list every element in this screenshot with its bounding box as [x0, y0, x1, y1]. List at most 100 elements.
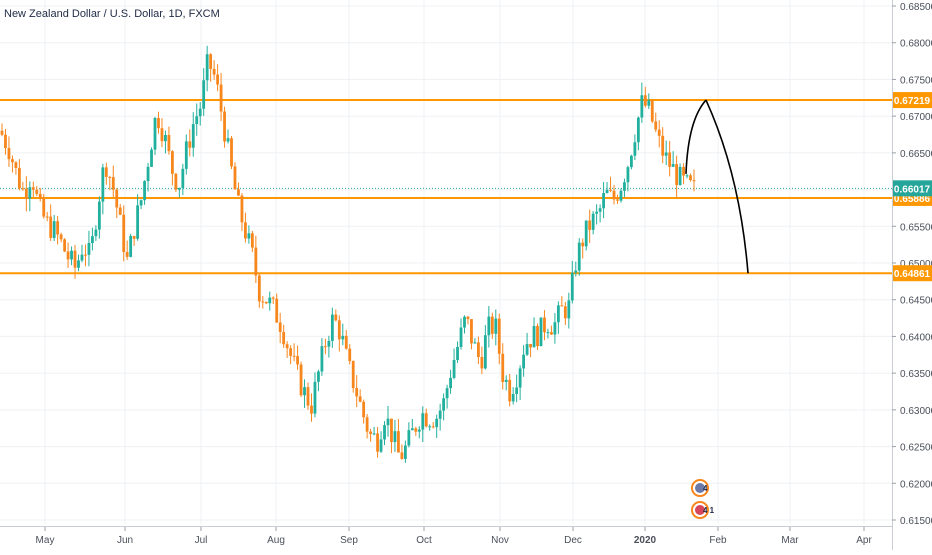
candle-body	[310, 405, 313, 414]
candles	[0, 45, 696, 463]
candle-body	[233, 166, 237, 190]
candle-body	[581, 242, 585, 247]
candle-body	[334, 314, 338, 321]
candle-body	[386, 418, 390, 426]
event-badges[interactable]: 4 4 1	[691, 479, 715, 519]
candle-body	[508, 379, 512, 402]
candle-body	[397, 431, 400, 453]
candle-body	[0, 130, 4, 135]
candle-body	[470, 319, 473, 344]
candle-body	[275, 298, 279, 323]
candle-body	[84, 254, 87, 256]
candle-body	[337, 320, 341, 340]
candle-body	[226, 138, 230, 142]
candle-body	[205, 54, 209, 81]
time-axis: May Jun Jul Aug Sep Oct Nov Dec 2020 Feb Mar Apr	[36, 527, 872, 546]
candle-body	[664, 152, 668, 156]
candle-body	[299, 364, 303, 396]
candle-body	[671, 164, 675, 167]
time-tick-label: 2020	[634, 535, 657, 546]
candle-body	[303, 387, 306, 396]
candle-body	[626, 167, 630, 183]
candle-body	[223, 111, 226, 142]
candle-body	[393, 431, 397, 443]
candle-body	[466, 316, 470, 320]
candle-body	[605, 189, 609, 194]
candle-body	[247, 233, 251, 239]
candle-body	[574, 270, 578, 273]
candle-body	[348, 348, 352, 362]
candle-body	[616, 199, 619, 201]
candle-body	[80, 254, 84, 261]
candle-body	[369, 431, 373, 435]
candle-body	[525, 344, 529, 355]
candle-body	[623, 182, 626, 191]
candle-body	[323, 346, 327, 348]
candle-body	[463, 316, 466, 328]
candle-body	[362, 401, 366, 418]
candle-body	[487, 316, 491, 336]
time-tick-label: Apr	[856, 535, 872, 546]
candle-body	[449, 377, 452, 389]
candle-body	[417, 429, 421, 432]
candle-body	[292, 355, 296, 357]
candle-body	[556, 305, 560, 323]
support-resistance-levels	[0, 99, 892, 275]
time-tick-label: Oct	[416, 535, 432, 546]
candle-body	[240, 195, 244, 223]
candle-body	[473, 342, 477, 344]
candle-body	[77, 260, 80, 268]
event-badge-label: 4 1	[703, 506, 715, 515]
candle-body	[111, 177, 115, 190]
candle-body	[383, 425, 386, 440]
candle-body	[428, 426, 432, 428]
candle-body	[7, 148, 11, 160]
candle-body	[640, 95, 644, 118]
candle-body	[21, 188, 25, 190]
candle-body	[104, 167, 108, 177]
candle-body	[612, 190, 616, 200]
candle-body	[24, 188, 28, 199]
candle-body	[452, 360, 456, 378]
chart-title: New Zealand Dollar / U.S. Dollar, 1D, FX…	[4, 8, 220, 20]
candle-body	[125, 252, 129, 257]
candle-body	[216, 74, 219, 85]
candle-body	[268, 297, 272, 304]
candle-body	[261, 301, 265, 303]
candle-body	[230, 138, 233, 167]
candle-body	[567, 300, 571, 319]
candle-body	[675, 164, 679, 185]
candle-body	[153, 118, 157, 150]
candle-body	[494, 318, 498, 334]
candle-body	[431, 426, 435, 428]
candle-body	[630, 155, 633, 168]
candle-body	[317, 371, 320, 382]
candle-body	[108, 176, 112, 178]
candle-body	[477, 342, 480, 357]
candle-body	[536, 325, 539, 347]
candle-body	[118, 207, 122, 215]
current-price-label: 0.66017	[894, 184, 931, 195]
candle-body	[424, 413, 428, 427]
candle-body	[442, 398, 446, 411]
candle-body	[657, 129, 661, 136]
candle-body	[595, 211, 599, 214]
time-tick-label: Aug	[267, 535, 285, 546]
level-price-label: 0.67219	[894, 96, 931, 107]
event-badge-label: 4	[703, 484, 708, 493]
candle-body	[668, 152, 672, 167]
candle-body	[598, 208, 602, 212]
candle-body	[278, 322, 282, 332]
